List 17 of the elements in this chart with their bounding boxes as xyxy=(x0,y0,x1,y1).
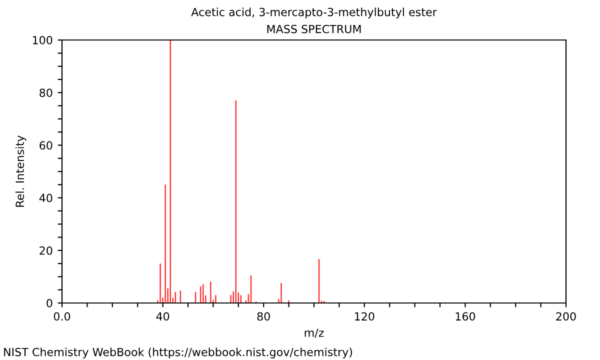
chart-subtitle: MASS SPECTRUM xyxy=(267,24,361,34)
y-tick-label: 100 xyxy=(32,36,52,44)
x-tick-label: 80 xyxy=(257,312,270,321)
y-tick-label: 0 xyxy=(46,298,52,308)
y-tick-label: 20 xyxy=(40,246,52,255)
x-axis-title: m/z xyxy=(304,328,324,338)
y-tick-label: 40 xyxy=(39,194,52,202)
y-tick-label: 60 xyxy=(40,141,52,150)
x-tick-label: 0.0 xyxy=(54,312,70,321)
x-tick-label: 40 xyxy=(156,312,170,321)
x-tick-label: 200 xyxy=(556,312,576,321)
y-axis-title: Rel. Intensity xyxy=(15,136,26,207)
x-tick-label: 160 xyxy=(456,312,476,321)
chart-title: Acetic acid, 3-mercapto-3-methylbutyl ester xyxy=(191,8,437,18)
text: NIST Chemistry WebBook (https://webbook.nist.gov/chemistry) xyxy=(4,348,352,358)
y-tick-label: 80 xyxy=(40,88,52,97)
x-tick-label: 120 xyxy=(355,312,374,321)
